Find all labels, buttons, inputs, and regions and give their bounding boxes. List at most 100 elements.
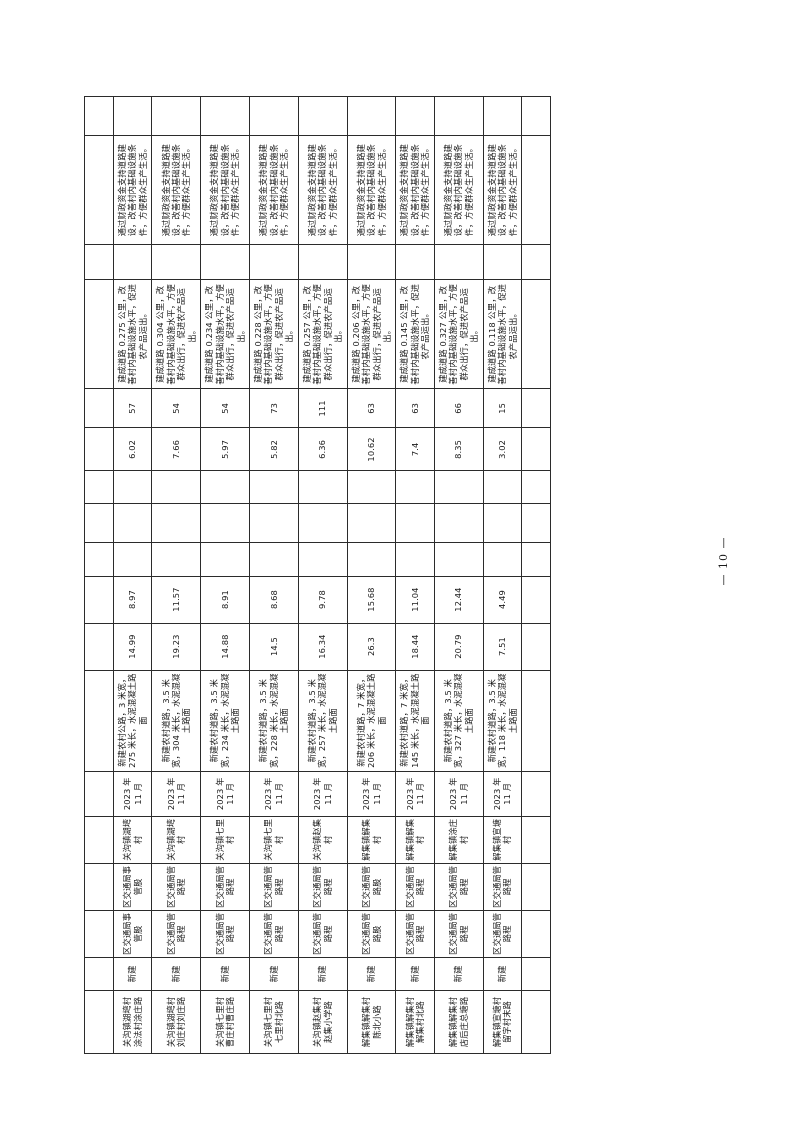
spacer-cell-people bbox=[84, 388, 114, 428]
cell-blank-c bbox=[347, 470, 396, 504]
cell-people: 15 bbox=[483, 388, 522, 428]
cell-date: 2023 年 11 月 bbox=[151, 770, 201, 816]
cell-date: 2023 年 11 月 bbox=[298, 770, 348, 816]
cell-blank-a bbox=[113, 542, 152, 576]
cell-owner: 区交通局管路程 bbox=[395, 862, 435, 910]
cell-people: 54 bbox=[151, 388, 201, 428]
cell-effect: 通过财政资金支持道路建设，改善村内基础设施条件，方便群众生产生活。 bbox=[113, 135, 152, 245]
spacer-cell-fund bbox=[84, 575, 114, 623]
cell-blank-c bbox=[395, 470, 435, 504]
cell-content: 新建农村道路，7 米宽，206 米长，水泥混凝土路面 bbox=[347, 669, 396, 771]
cell-blank-a bbox=[395, 542, 435, 576]
cell-note bbox=[347, 244, 396, 280]
cell-tail bbox=[483, 96, 522, 136]
spacer-cell-total bbox=[84, 622, 114, 670]
cell-total: 14.88 bbox=[200, 622, 250, 670]
cell-place: 关沟镇七里村 bbox=[200, 815, 250, 863]
cell-people: 54 bbox=[200, 388, 250, 428]
cell-name: 关沟镇湖塆村涂法村涂庄路 bbox=[113, 989, 152, 1053]
cell-place: 解集镇解集村 bbox=[395, 815, 435, 863]
cell-total: 14.5 bbox=[249, 622, 299, 670]
table-spacer-row-bottom bbox=[521, 96, 551, 1053]
cell-people: 57 bbox=[113, 388, 152, 428]
cell-benefit: 建成道路 0.304 公里，改善村内基础设施水平，方便群众出行，促进农产品运出。 bbox=[151, 279, 201, 389]
cell-people: 111 bbox=[298, 388, 348, 428]
spacer-cell-owner bbox=[521, 862, 551, 910]
cell-note bbox=[151, 244, 201, 280]
cell-blank-a bbox=[151, 542, 201, 576]
cell-date: 2023 年 11 月 bbox=[434, 770, 484, 816]
cell-blank-b bbox=[434, 503, 484, 543]
cell-tail bbox=[151, 96, 201, 136]
cell-type: 新建 bbox=[347, 956, 396, 990]
cell-owner: 区交通局管路股 bbox=[347, 862, 396, 910]
cell-date: 2023 年 11 月 bbox=[395, 770, 435, 816]
cell-blank-c bbox=[249, 470, 299, 504]
cell-total: 26.3 bbox=[347, 622, 396, 670]
cell-content: 新建农村公路，3 米宽，275 米长，水泥混凝土路面 bbox=[113, 669, 152, 771]
cell-blank-c bbox=[483, 470, 522, 504]
cell-content: 新建农村道路，3.5 米宽，118 米长，水泥混凝土路面 bbox=[483, 669, 522, 771]
cell-unit: 区交通局管路程 bbox=[200, 909, 250, 957]
cell-note bbox=[434, 244, 484, 280]
cell-fund: 15.68 bbox=[347, 575, 396, 623]
cell-blank-c bbox=[434, 470, 484, 504]
cell-fund: 8.91 bbox=[200, 575, 250, 623]
cell-date: 2023 年 11 月 bbox=[200, 770, 250, 816]
cell-tail bbox=[347, 96, 396, 136]
project-table: 关沟镇湖塆村涂法村涂庄路 新建 区交通局事管股 区交通局事管股 关沟镇湖塆村 2023 年… bbox=[84, 95, 551, 1054]
cell-people: 66 bbox=[434, 388, 484, 428]
cell-pov: 6.02 bbox=[113, 427, 152, 471]
cell-type: 新建 bbox=[200, 956, 250, 990]
cell-total: 18.44 bbox=[395, 622, 435, 670]
spacer-cell-tail bbox=[84, 96, 114, 136]
cell-blank-c bbox=[113, 470, 152, 504]
cell-fund: 11.04 bbox=[395, 575, 435, 623]
cell-benefit: 建成道路 0.257 公里，改善村内基础设施水平，方便群众出行，促进农产品运出。 bbox=[298, 279, 348, 389]
cell-pov: 7.66 bbox=[151, 427, 201, 471]
project-table-body: 关沟镇湖塆村涂法村涂庄路 新建 区交通局事管股 区交通局事管股 关沟镇湖塆村 2023 年… bbox=[84, 96, 551, 1053]
cell-place: 解集镇涂庄村 bbox=[434, 815, 484, 863]
cell-owner: 区交通局管路程 bbox=[434, 862, 484, 910]
spacer-cell-date bbox=[521, 770, 551, 816]
cell-pov: 6.36 bbox=[298, 427, 348, 471]
cell-unit: 区交通局管路程 bbox=[434, 909, 484, 957]
table-row: 关沟镇赵集村赵集小学路 新建 区交通局管路程 区交通局管路程 关沟镇赵集村 2023 年 … bbox=[298, 96, 348, 1053]
table-row: 解集镇解集村陈北小路 新建 区交通局管路股 区交通局管路股 解集镇解集村 2023 年 1… bbox=[347, 96, 396, 1053]
cell-blank-c bbox=[151, 470, 201, 504]
spacer-cell-effect bbox=[84, 135, 114, 245]
cell-blank-b bbox=[395, 503, 435, 543]
spacer-cell-benefit bbox=[84, 279, 114, 389]
spacer-cell-blank-b bbox=[521, 503, 551, 543]
cell-pov: 5.82 bbox=[249, 427, 299, 471]
cell-blank-a bbox=[298, 542, 348, 576]
cell-tail bbox=[298, 96, 348, 136]
cell-blank-b bbox=[483, 503, 522, 543]
spacer-cell-effect bbox=[521, 135, 551, 245]
cell-blank-a bbox=[249, 542, 299, 576]
cell-type: 新建 bbox=[483, 956, 522, 990]
cell-total: 16.34 bbox=[298, 622, 348, 670]
scan-edge bbox=[786, 0, 792, 1121]
spacer-cell-blank-c bbox=[521, 470, 551, 504]
spacer-cell-type bbox=[521, 956, 551, 990]
spacer-cell-fund bbox=[521, 575, 551, 623]
cell-blank-b bbox=[298, 503, 348, 543]
cell-name: 解集镇解集村店后庄总塘路 bbox=[434, 989, 484, 1053]
cell-benefit: 建成道路 0.327 公里，改善村内基础设施水平，方便群众出行，促进农产品运出。 bbox=[434, 279, 484, 389]
cell-effect: 通过财政资金支持道路建设，改善村内基础设施条件，方便群众生产生活。 bbox=[483, 135, 522, 245]
cell-tail bbox=[200, 96, 250, 136]
spacer-cell-blank-b bbox=[84, 503, 114, 543]
cell-tail bbox=[395, 96, 435, 136]
page-number: — 10 — bbox=[717, 536, 730, 585]
cell-type: 新建 bbox=[113, 956, 152, 990]
cell-unit: 区交通局管路程 bbox=[483, 909, 522, 957]
cell-unit: 区交通局事管股 bbox=[113, 909, 152, 957]
cell-blank-c bbox=[200, 470, 250, 504]
cell-blank-b bbox=[200, 503, 250, 543]
spacer-cell-pov bbox=[84, 427, 114, 471]
cell-effect: 通过财政资金支持道路建设，改善村内基础设施条件，方便群众生产生活。 bbox=[151, 135, 201, 245]
cell-benefit: 建成道路 0.118 公里，改善村内基础设施水平，促进农产品运出。 bbox=[483, 279, 522, 389]
cell-unit: 区交通局管路程 bbox=[395, 909, 435, 957]
spacer-cell-note bbox=[84, 244, 114, 280]
